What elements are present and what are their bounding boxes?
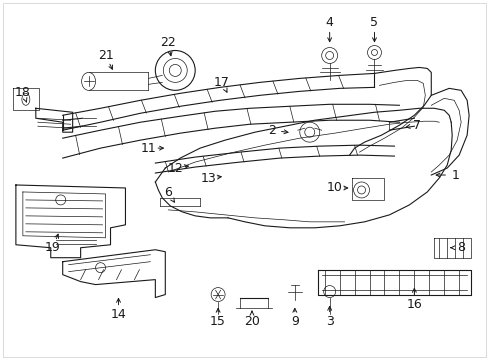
Text: 13: 13 xyxy=(200,171,216,185)
Text: 15: 15 xyxy=(210,315,225,328)
Text: 8: 8 xyxy=(456,241,464,254)
Text: 12: 12 xyxy=(167,162,183,175)
Text: 4: 4 xyxy=(325,16,333,29)
Text: 20: 20 xyxy=(244,315,260,328)
Text: 3: 3 xyxy=(325,315,333,328)
Text: 5: 5 xyxy=(370,16,378,29)
Text: 18: 18 xyxy=(15,86,31,99)
Text: 2: 2 xyxy=(267,124,275,137)
Text: 22: 22 xyxy=(160,36,176,49)
Text: 16: 16 xyxy=(406,298,421,311)
Text: 1: 1 xyxy=(450,168,458,181)
Text: 7: 7 xyxy=(412,119,421,132)
Text: 10: 10 xyxy=(326,181,342,194)
Text: 14: 14 xyxy=(110,308,126,321)
Text: 9: 9 xyxy=(290,315,298,328)
Text: 11: 11 xyxy=(140,141,156,155)
Text: 21: 21 xyxy=(98,49,113,62)
Text: 17: 17 xyxy=(214,76,229,89)
Text: 6: 6 xyxy=(164,186,172,199)
Text: 19: 19 xyxy=(45,241,61,254)
